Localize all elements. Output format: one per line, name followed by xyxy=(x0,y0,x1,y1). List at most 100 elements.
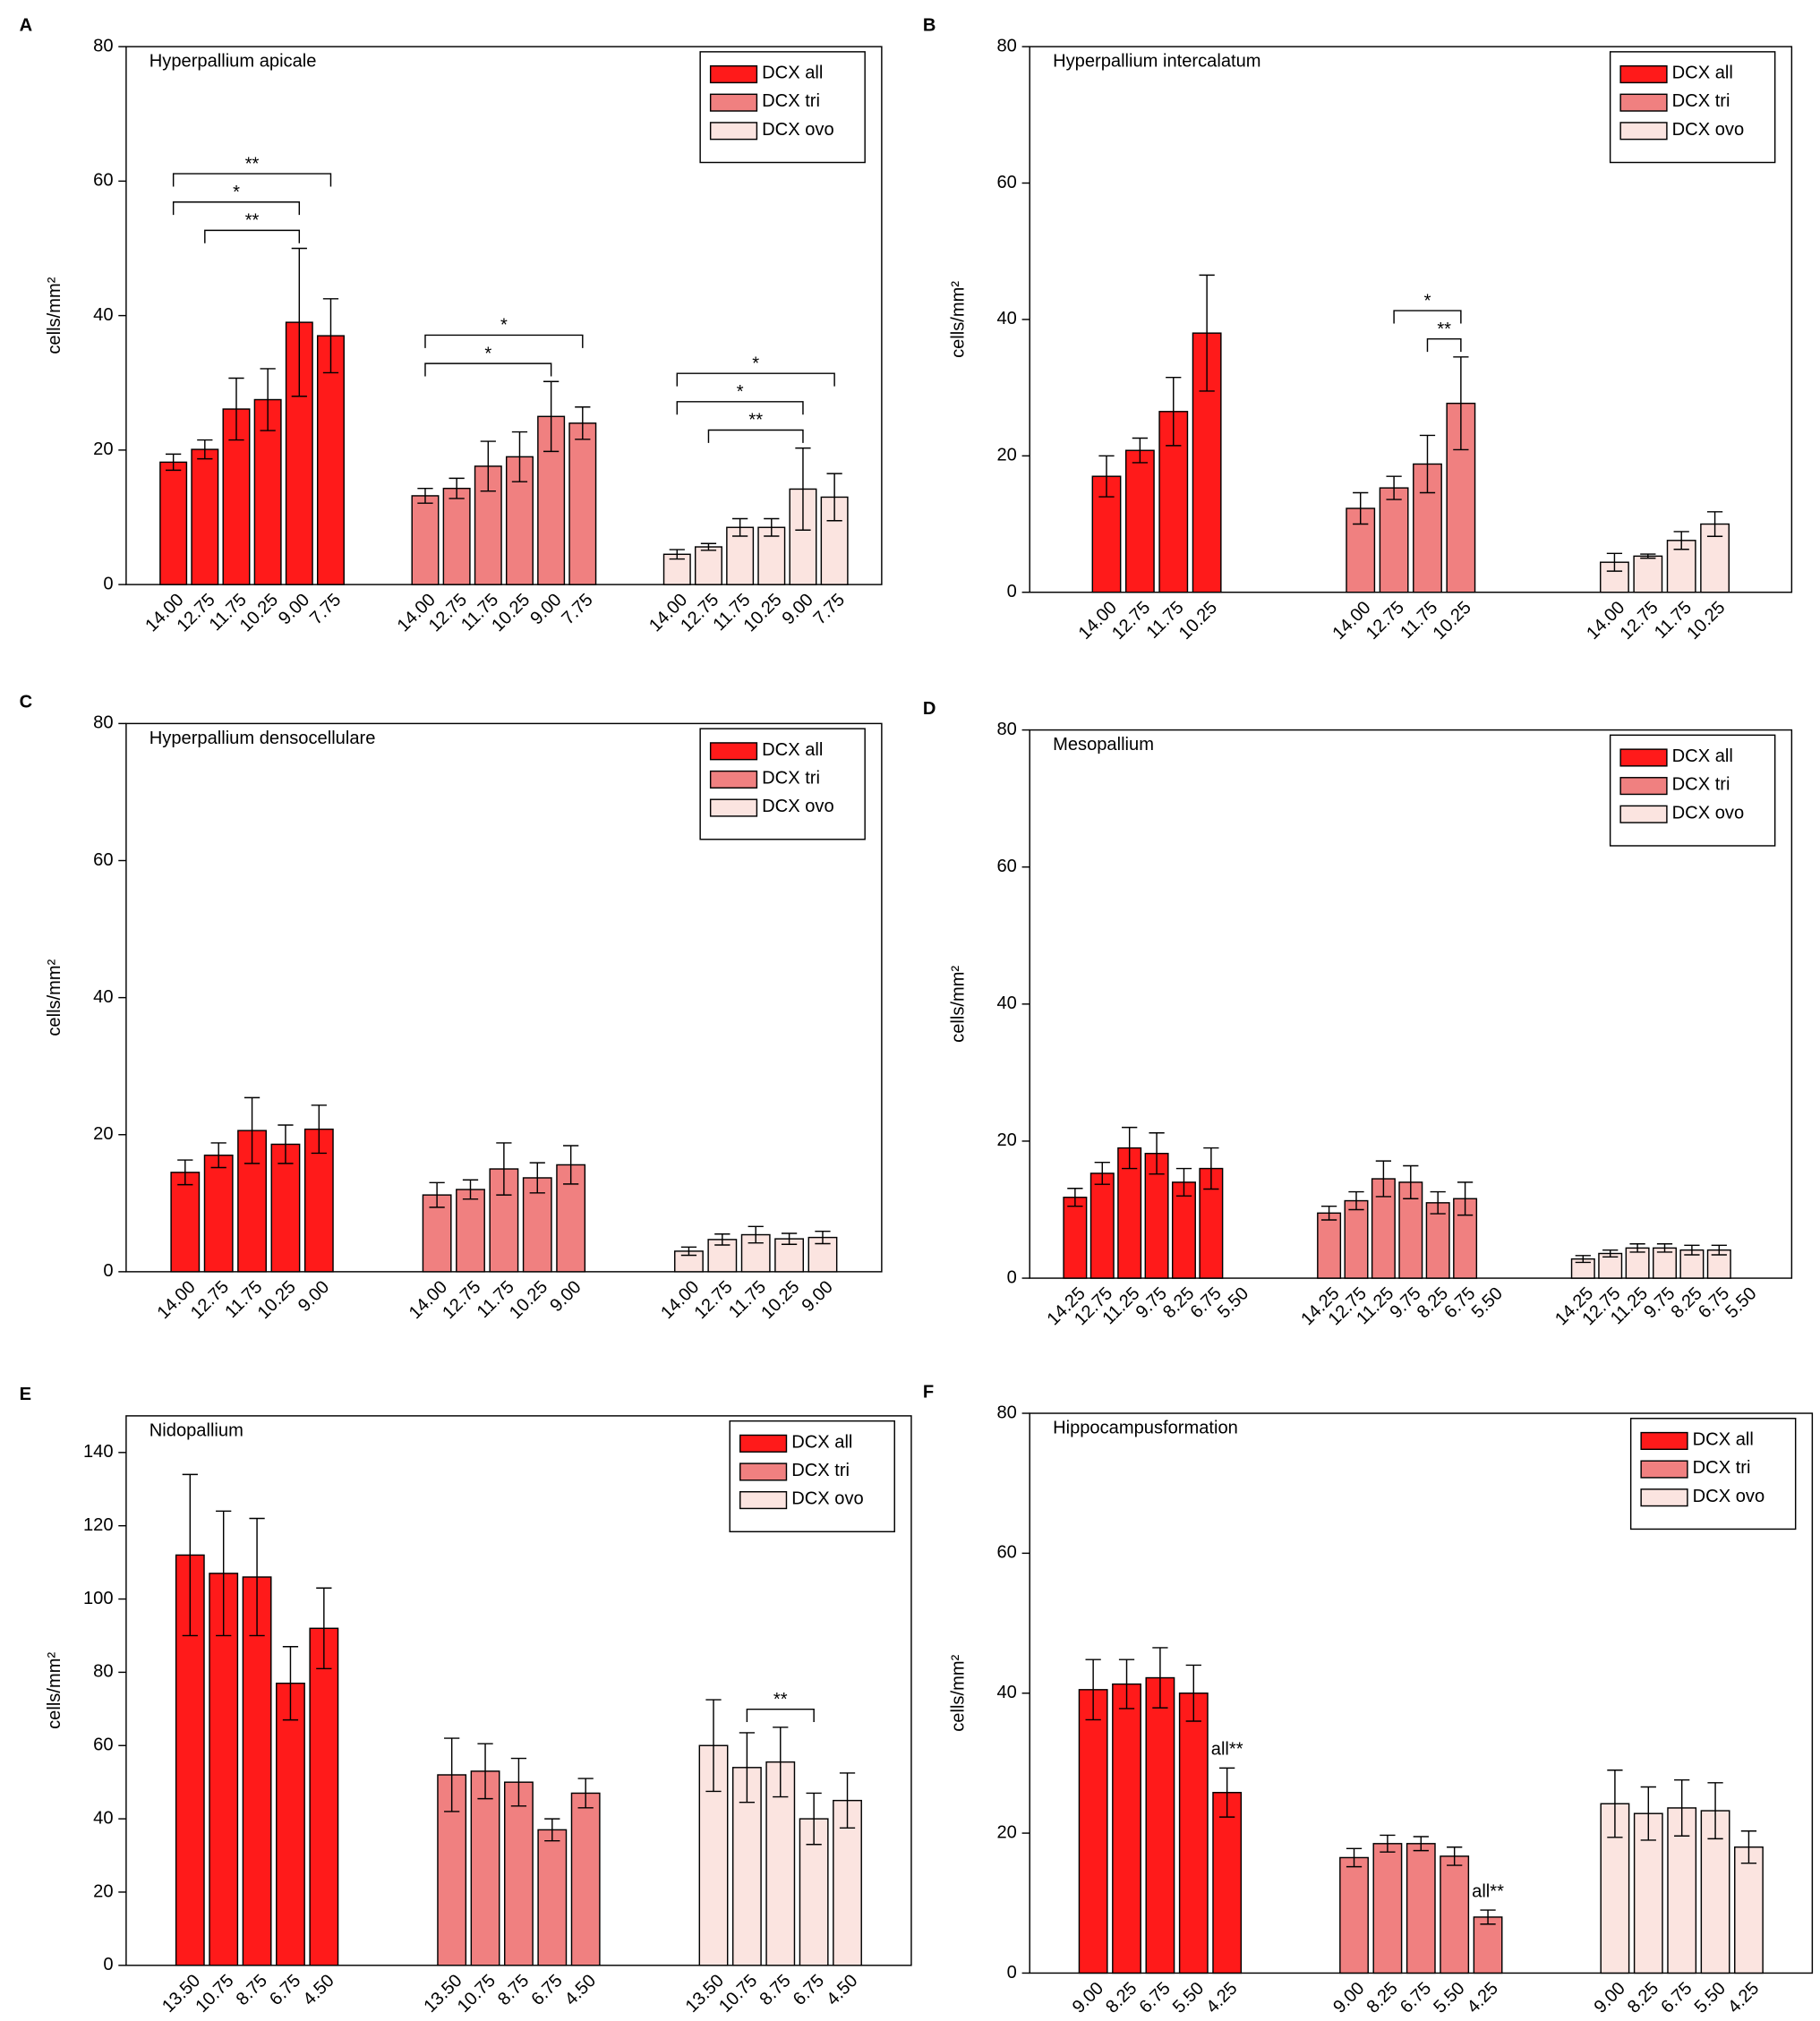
x-tick-label: 8.75 xyxy=(233,1971,271,2009)
error-bar xyxy=(429,1181,445,1208)
panel-letter: F xyxy=(923,1382,934,1402)
y-tick-label: 20 xyxy=(93,1881,113,1901)
legend-swatch xyxy=(1640,1460,1688,1479)
y-axis-label: cells/mm² xyxy=(948,1654,968,1731)
panel-title: Mesopallium xyxy=(1053,735,1154,755)
y-tick-label: 80 xyxy=(996,720,1016,739)
error-bar xyxy=(1375,1160,1392,1198)
y-tick-label: 0 xyxy=(103,1955,113,1974)
x-tick-label: 9.00 xyxy=(526,590,565,628)
error-bar xyxy=(1122,1126,1138,1170)
significance-label: * xyxy=(233,183,240,202)
x-tick-label: 10.75 xyxy=(192,1971,237,2017)
x-tick-label: 6.75 xyxy=(1657,1979,1696,2017)
bar xyxy=(237,1130,267,1273)
x-tick-label: 10.25 xyxy=(757,1277,803,1323)
bar xyxy=(1078,1689,1108,1974)
error-bar xyxy=(781,1232,798,1245)
legend-swatch xyxy=(1619,122,1668,141)
x-tick-label: 12.75 xyxy=(439,1277,484,1323)
bar xyxy=(470,1770,500,1966)
error-bar xyxy=(577,1778,594,1809)
x-tick-label: 8.25 xyxy=(1624,1979,1662,2017)
x-tick-label: 9.00 xyxy=(275,590,313,628)
y-tick-label: 80 xyxy=(93,36,113,55)
bar xyxy=(209,1573,239,1966)
x-tick-label: 9.00 xyxy=(546,1277,585,1316)
x-tick-label: 9.00 xyxy=(1329,1979,1368,2017)
legend-swatch xyxy=(1619,805,1668,823)
y-tick-label: 80 xyxy=(996,36,1016,55)
y-tick-label: 80 xyxy=(93,1662,113,1682)
significance-bracket xyxy=(707,429,804,443)
legend-label: DCX all xyxy=(1672,64,1733,83)
error-bar xyxy=(529,1162,545,1194)
error-bar xyxy=(1380,1834,1396,1853)
bar xyxy=(1089,1173,1115,1279)
bar xyxy=(1112,1683,1141,1974)
error-bar xyxy=(544,1818,560,1842)
error-bar xyxy=(1607,1769,1623,1838)
error-bar xyxy=(739,1732,756,1804)
error-bar xyxy=(1348,1190,1364,1211)
error-bar xyxy=(543,380,560,453)
legend-swatch xyxy=(739,1491,788,1510)
error-bar xyxy=(417,487,433,504)
bar xyxy=(1625,1247,1650,1279)
y-tick-label: 20 xyxy=(996,446,1016,465)
error-bar xyxy=(839,1772,856,1829)
error-bar xyxy=(291,247,307,397)
panel-title: Nidopallium xyxy=(150,1420,244,1440)
y-tick-label: 60 xyxy=(996,1543,1016,1563)
y-axis-label: cells/mm² xyxy=(45,1652,64,1729)
legend-label: DCX ovo xyxy=(762,797,833,816)
x-tick-label: 7.75 xyxy=(558,590,596,628)
error-bar xyxy=(1656,1243,1673,1253)
bar xyxy=(1317,1212,1342,1279)
legend-label: DCX all xyxy=(762,64,823,83)
y-tick-label: 60 xyxy=(93,850,113,870)
error-bar xyxy=(1674,1778,1690,1837)
y-tick-label: 0 xyxy=(1007,1267,1017,1287)
y-tick-label: 40 xyxy=(996,1683,1016,1702)
significance-label: ** xyxy=(245,211,260,231)
error-bar xyxy=(1684,1244,1700,1256)
x-tick-label: 9.00 xyxy=(779,590,817,628)
legend-swatch xyxy=(1619,748,1668,767)
y-tick-label: 40 xyxy=(93,305,113,325)
bar xyxy=(568,422,597,585)
error-bar xyxy=(1430,1190,1446,1215)
bar xyxy=(1413,463,1442,593)
y-axis-label: cells/mm² xyxy=(948,966,968,1043)
legend-swatch xyxy=(1640,1431,1688,1450)
bar xyxy=(757,526,786,585)
x-tick-label: 10.25 xyxy=(1175,598,1221,644)
bar xyxy=(1171,1181,1196,1279)
bar xyxy=(537,1829,568,1966)
x-tick-label: 5.50 xyxy=(1691,1979,1730,2017)
y-tick-label: 0 xyxy=(1007,582,1017,601)
significance-bracket xyxy=(1426,337,1462,353)
legend-label: DCX ovo xyxy=(1693,1487,1764,1506)
legend-swatch xyxy=(1619,93,1668,112)
legend-label: DCX all xyxy=(1693,1430,1754,1450)
error-bar xyxy=(1098,455,1115,498)
bar xyxy=(504,1781,534,1966)
error-bar xyxy=(1152,1647,1168,1709)
error-bar xyxy=(1132,437,1149,464)
x-tick-label: 5.50 xyxy=(1468,1283,1507,1322)
bar xyxy=(1440,1855,1470,1974)
x-tick-label: 10.25 xyxy=(1683,598,1729,644)
legend-label: DCX ovo xyxy=(1672,803,1744,823)
significance-bracket xyxy=(746,1708,815,1723)
panel-letter: A xyxy=(20,15,33,35)
legend-label: DCX all xyxy=(791,1432,852,1452)
x-tick-label: 4.50 xyxy=(300,1971,338,2009)
annotation: all** xyxy=(1472,1881,1504,1901)
bar xyxy=(1178,1693,1209,1974)
x-tick-label: 6.75 xyxy=(266,1971,304,2009)
error-bar xyxy=(462,1179,479,1200)
y-tick-label: 40 xyxy=(996,309,1016,328)
x-tick-label: 10.25 xyxy=(506,1277,551,1323)
y-tick-label: 140 xyxy=(83,1442,114,1462)
